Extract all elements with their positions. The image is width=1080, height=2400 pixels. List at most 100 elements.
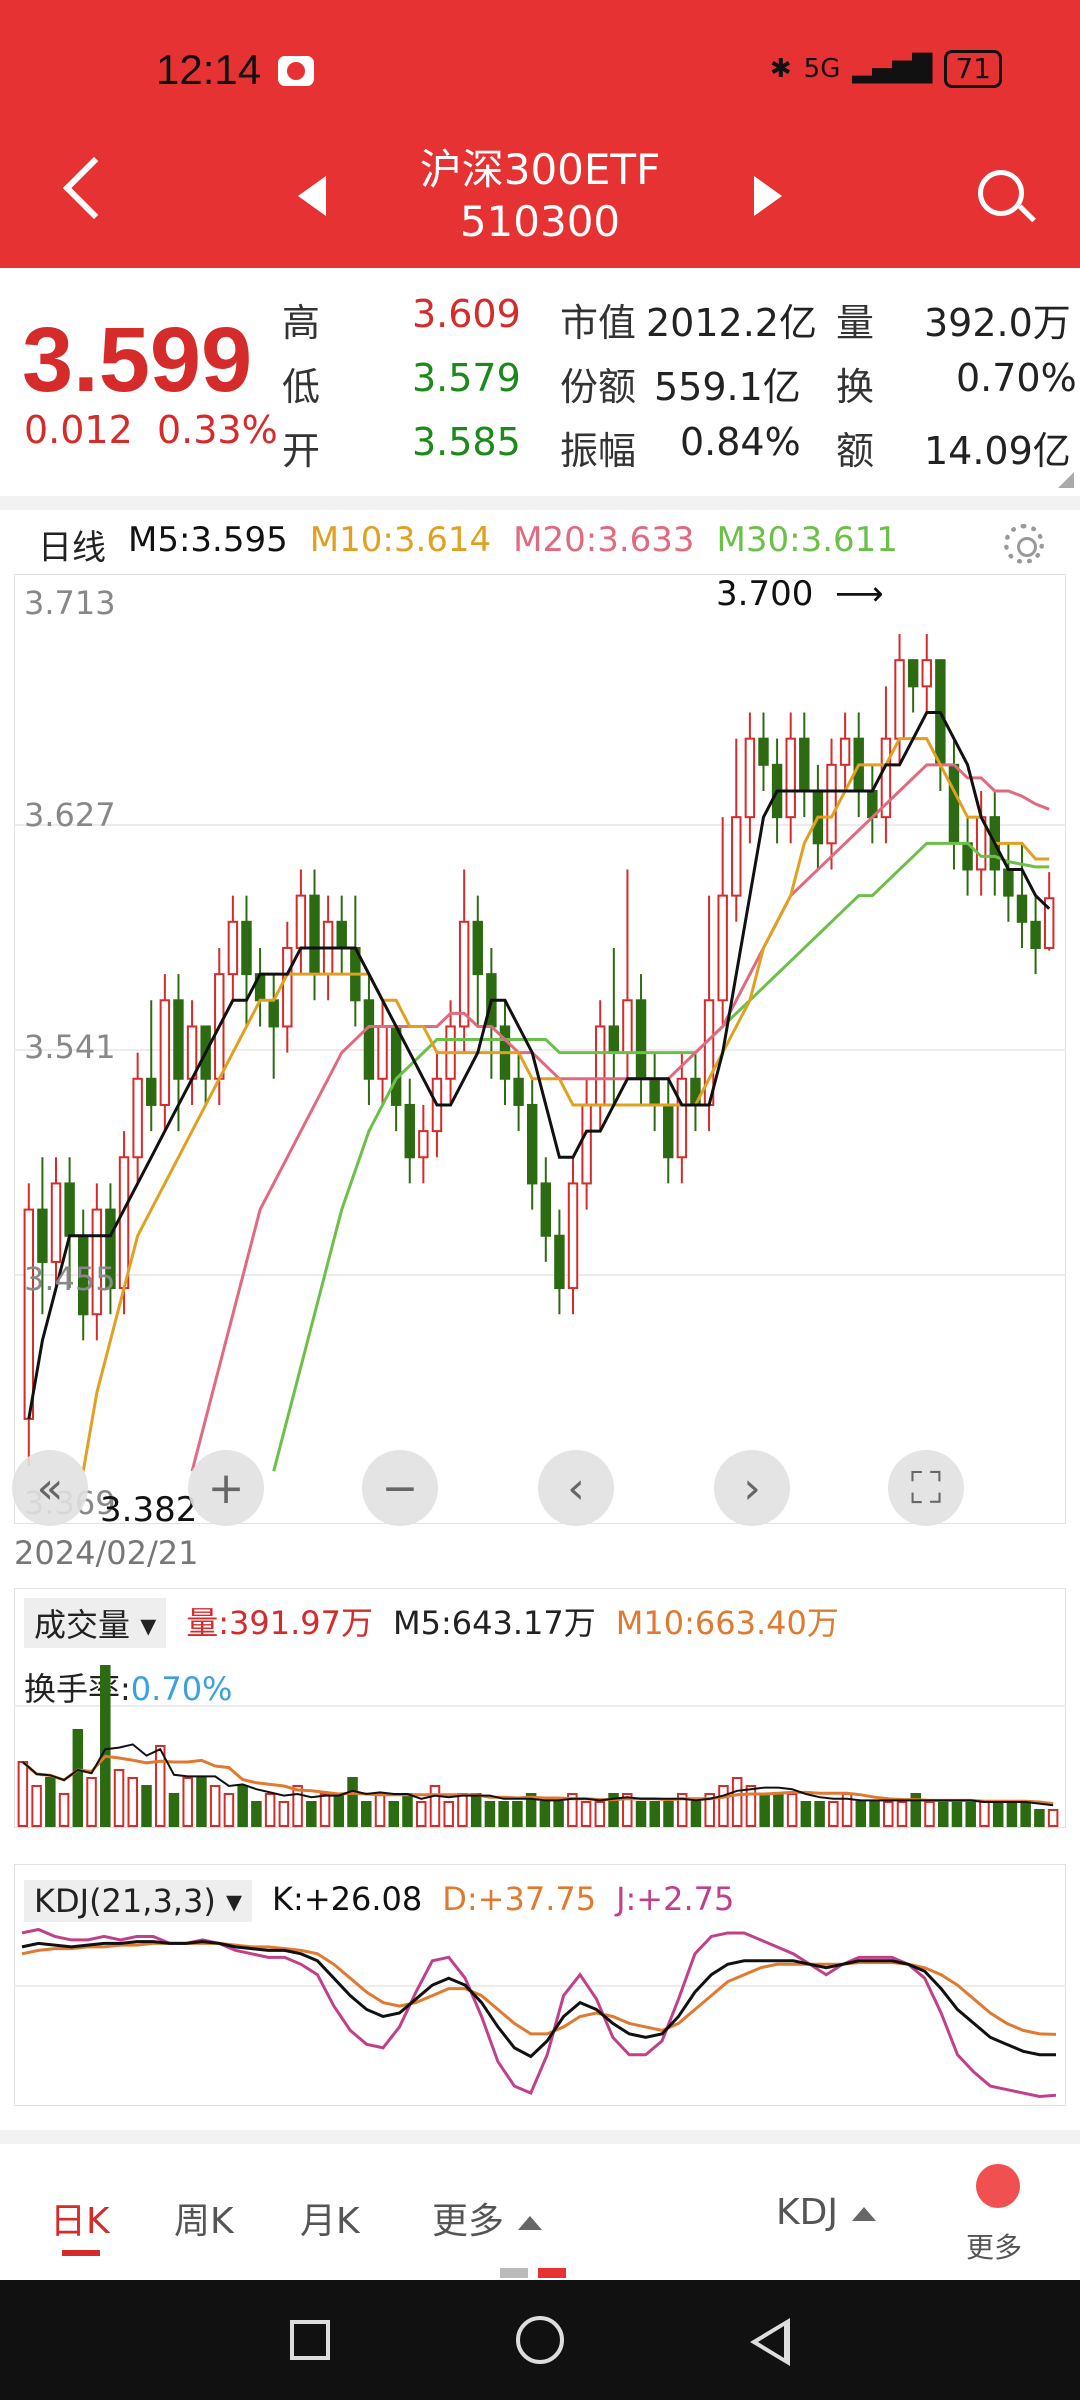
- candle: [105, 1208, 116, 1290]
- amount-value: 14.09亿: [924, 429, 1071, 473]
- candle: [132, 1077, 143, 1159]
- search-icon[interactable]: [978, 170, 1024, 216]
- more-menu-icon[interactable]: [976, 2164, 1020, 2208]
- kdj-title: KDJ(21,3,3): [34, 1882, 216, 1920]
- ma5-label: M5:3.595: [128, 520, 288, 560]
- volume-bar: [814, 1801, 825, 1827]
- kdj-k-line: [21, 1940, 1056, 2059]
- kdj-chart[interactable]: [0, 0, 1080, 2120]
- candle: [458, 920, 470, 1028]
- volume-bar: [361, 1801, 372, 1827]
- volume-bar: [676, 1793, 688, 1827]
- kdj-indicator-dropdown[interactable]: KDJ(21,3,3) ▾: [24, 1880, 253, 1922]
- expand-corner-icon[interactable]: [1058, 472, 1074, 488]
- zoom-in-button[interactable]: +: [188, 1450, 264, 1526]
- volume-bar: [100, 1665, 111, 1827]
- tab-more-label: 更多: [432, 2201, 505, 2242]
- more-menu-label[interactable]: 更多: [966, 2231, 1023, 2264]
- volume-bar: [113, 1769, 125, 1827]
- volume-bar: [154, 1745, 166, 1827]
- volume-bar: [31, 1785, 42, 1827]
- zoom-out-button[interactable]: −: [362, 1450, 438, 1526]
- amount-label: 额: [836, 429, 875, 473]
- volume-bar: [580, 1801, 592, 1827]
- low-label: 低: [282, 365, 321, 409]
- candle: [1016, 894, 1028, 923]
- previous-stock-icon[interactable]: [298, 176, 326, 216]
- volume-bar: [649, 1801, 661, 1827]
- fullscreen-button[interactable]: ⛶: [888, 1450, 964, 1526]
- kline-chart[interactable]: [0, 0, 1080, 1560]
- y-tick-label: 3.713: [24, 584, 116, 622]
- volume-bar: [292, 1785, 303, 1827]
- ma10-label: M10:3.614: [309, 520, 492, 560]
- bluetooth-icon: ✱: [769, 54, 792, 84]
- battery-icon: 71: [944, 50, 1002, 88]
- tab-month-k[interactable]: 月K: [300, 2201, 360, 2242]
- volume-chart[interactable]: [0, 0, 1080, 1840]
- ma10-line: [81, 737, 1050, 1472]
- volume-value: 392.0万: [924, 301, 1071, 345]
- ma20-line: [190, 763, 1050, 1472]
- kdj-j-line: [21, 1927, 1057, 2099]
- volume-bar: [937, 1801, 949, 1827]
- candle: [418, 1130, 429, 1159]
- signal-icon: ▂▄▆█: [852, 54, 933, 84]
- home-icon[interactable]: [516, 2316, 564, 2364]
- volume-bar: [127, 1777, 139, 1827]
- y-tick-label: 3.455: [24, 1260, 116, 1298]
- candle: [513, 1077, 524, 1106]
- candle: [744, 737, 756, 819]
- shares-value: 559.1亿: [654, 365, 801, 409]
- volume-value-label: 量:391.97万: [186, 1604, 374, 1642]
- candle: [758, 737, 769, 766]
- scroll-start-button[interactable]: «: [12, 1450, 88, 1526]
- ma30-line: [272, 841, 1050, 1472]
- scroll-left-button[interactable]: ‹: [538, 1450, 614, 1526]
- volume-bar: [86, 1777, 97, 1827]
- volume-bar: [786, 1793, 798, 1827]
- section-divider: [0, 496, 1080, 510]
- volume-chart-frame: [14, 1588, 1066, 1828]
- volume-bar: [45, 1777, 56, 1827]
- quote-panel: 3.599 0.012 0.33% 高 3.609 低 3.579 开 3.58…: [0, 268, 1080, 496]
- chevron-up-icon: [851, 2207, 876, 2221]
- app-header: 12:14 ✱ 5G ▂▄▆█ 71 沪深300ETF 510300: [0, 0, 1080, 268]
- kdj-d-label: D:+37.75: [442, 1880, 597, 1918]
- change-percent: 0.33%: [156, 408, 278, 452]
- volume-bar: [1047, 1809, 1059, 1827]
- volume-bar: [319, 1793, 331, 1827]
- volume-m5-label: M5:643.17万: [393, 1604, 596, 1642]
- volume-bar: [415, 1801, 427, 1827]
- tab-indicator-kdj[interactable]: KDJ: [776, 2192, 876, 2233]
- tab-indicator-label: KDJ: [776, 2192, 838, 2233]
- candle: [526, 1103, 538, 1185]
- ma-legend: 日线 M5:3.595 M10:3.614 M20:3.633 M30:3.61…: [38, 520, 898, 569]
- ma5-line: [27, 711, 1051, 1420]
- volume-bar: [896, 1801, 908, 1827]
- turnover-rate-label: 换手率:: [24, 1670, 131, 1708]
- volume-bar: [718, 1785, 729, 1827]
- recent-apps-icon[interactable]: [290, 2320, 330, 2360]
- volume-bar: [251, 1801, 262, 1827]
- gear-icon[interactable]: [1004, 524, 1044, 564]
- volume-indicator-dropdown[interactable]: 成交量 ▾: [24, 1598, 167, 1648]
- turnover-rate-value: 0.70%: [130, 1670, 233, 1708]
- volume-bar: [196, 1777, 207, 1827]
- price-change: 0.012 0.33%: [24, 408, 278, 452]
- active-tab-indicator: [62, 2250, 100, 2256]
- y-tick-label: 3.627: [24, 796, 116, 834]
- candle: [785, 737, 796, 819]
- next-stock-icon[interactable]: [754, 176, 782, 216]
- tab-day-k[interactable]: 日K: [50, 2201, 110, 2242]
- volume-bar: [745, 1785, 757, 1827]
- system-back-icon[interactable]: [750, 2318, 790, 2366]
- candle: [839, 737, 851, 766]
- volume-bar: [608, 1793, 619, 1827]
- volume-bar: [951, 1801, 963, 1827]
- tab-week-k[interactable]: 周K: [174, 2201, 234, 2242]
- scroll-right-button[interactable]: ›: [714, 1450, 790, 1526]
- tab-more-periods[interactable]: 更多: [432, 2192, 543, 2244]
- candle: [826, 763, 837, 845]
- amplitude-label: 振幅: [560, 429, 637, 473]
